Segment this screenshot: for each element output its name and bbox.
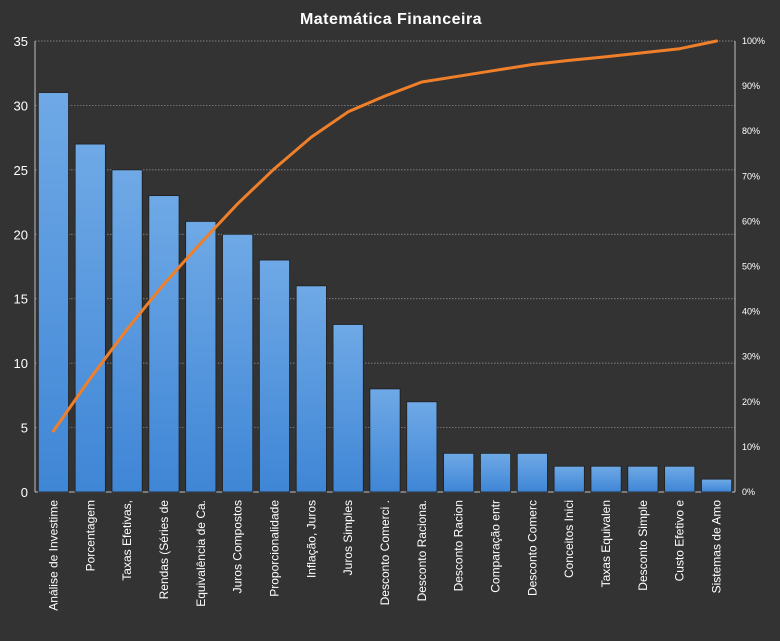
- y2-tick-label: 80%: [742, 126, 760, 136]
- chart-title: Matemática Financeira: [300, 11, 482, 28]
- x-tick-label: Desconto Comerci .: [378, 500, 392, 605]
- line-point: [346, 110, 350, 114]
- y2-tick-label: 100%: [742, 36, 765, 46]
- y2-tick-label: 70%: [742, 171, 760, 181]
- x-tick-label: Análise de Investime: [46, 500, 60, 611]
- line-point: [457, 74, 460, 78]
- bar: [185, 220, 217, 493]
- line-point: [383, 94, 387, 98]
- bar: [37, 92, 69, 493]
- x-tick-label: Taxas Efetivas,: [120, 500, 134, 581]
- line-point: [604, 55, 608, 58]
- left-axis-ticks: 0 5 10 15 20 25 30 35: [14, 34, 28, 500]
- line-point: [125, 327, 129, 331]
- line-point: [531, 63, 534, 66]
- x-tick-label: Juros Simples: [341, 500, 355, 575]
- x-tick-label: Inflação, Juros: [304, 500, 318, 578]
- x-tick-label: Sistemas de Amo: [710, 500, 724, 594]
- y-tick-label: 20: [14, 227, 28, 242]
- x-tick-label: Porcentagem: [83, 500, 97, 571]
- bar: [258, 259, 290, 493]
- y2-tick-label: 30%: [742, 352, 760, 362]
- line-point: [310, 135, 313, 139]
- bar: [480, 452, 512, 493]
- bar: [332, 324, 364, 493]
- y2-tick-label: 60%: [742, 216, 760, 226]
- x-tick-label: Taxas Equivalen: [599, 500, 613, 587]
- y-tick-label: 30: [14, 98, 28, 113]
- x-tick-label: Desconto Simple: [636, 500, 650, 591]
- bar-series: [37, 92, 733, 493]
- line-point: [52, 429, 55, 433]
- y-tick-label: 5: [21, 421, 28, 436]
- x-tick-label: Conceitos Inici: [562, 500, 576, 578]
- x-tick-label: Desconto Racion: [452, 500, 466, 591]
- bar: [701, 478, 733, 493]
- line-point: [273, 167, 276, 170]
- line-point: [494, 69, 497, 72]
- y-tick-label: 25: [14, 163, 28, 178]
- line-point: [678, 47, 681, 50]
- bar: [406, 401, 438, 493]
- line-point: [89, 377, 92, 380]
- bar: [590, 465, 622, 493]
- line-point: [199, 241, 202, 245]
- y-tick-label: 10: [14, 356, 28, 371]
- x-tick-label: Desconto Raciona.: [415, 500, 429, 601]
- y2-tick-label: 40%: [742, 307, 760, 317]
- bar: [295, 285, 327, 493]
- bar: [627, 465, 659, 493]
- bar: [516, 452, 548, 493]
- bar: [222, 233, 254, 493]
- x-tick-label: Desconto Comerc: [525, 500, 539, 596]
- x-tick-label: Proporcionalidade: [267, 500, 281, 597]
- bar: [74, 143, 106, 493]
- x-tick-label: Comparação entr: [489, 500, 503, 593]
- y2-tick-label: 50%: [742, 262, 760, 272]
- line-point: [715, 39, 718, 43]
- y-tick-label: 35: [14, 34, 28, 49]
- y2-tick-label: 0%: [742, 487, 755, 497]
- y2-tick-label: 10%: [742, 442, 760, 452]
- x-tick-label: Juros Compostos: [231, 500, 245, 593]
- x-tick-label: Custo Efetivo e: [673, 500, 687, 582]
- bar: [553, 465, 585, 493]
- x-tick-label: Rendas (Séries de: [157, 500, 171, 600]
- line-point: [641, 51, 645, 54]
- line-point: [236, 202, 239, 206]
- y-tick-label: 0: [21, 485, 28, 500]
- line-point: [568, 59, 571, 62]
- line-point: [420, 80, 424, 84]
- bar: [443, 452, 475, 493]
- line-point: [162, 282, 166, 286]
- bar: [369, 388, 401, 493]
- right-axis-ticks: 0% 10% 20% 30% 40% 50% 60% 70% 80% 90% 100%: [742, 36, 765, 497]
- cumulative-line-series: [51, 39, 719, 433]
- y2-tick-label: 90%: [742, 81, 760, 91]
- category-labels: Análise de Investime Porcentagem Taxas Efe…: [46, 500, 723, 611]
- y-tick-label: 15: [14, 292, 28, 307]
- gridlines: [35, 40, 735, 428]
- y2-tick-label: 20%: [742, 397, 760, 407]
- x-tick-label: Equivalência de Ca.: [194, 500, 208, 607]
- bar: [664, 465, 696, 493]
- bar: [148, 195, 180, 493]
